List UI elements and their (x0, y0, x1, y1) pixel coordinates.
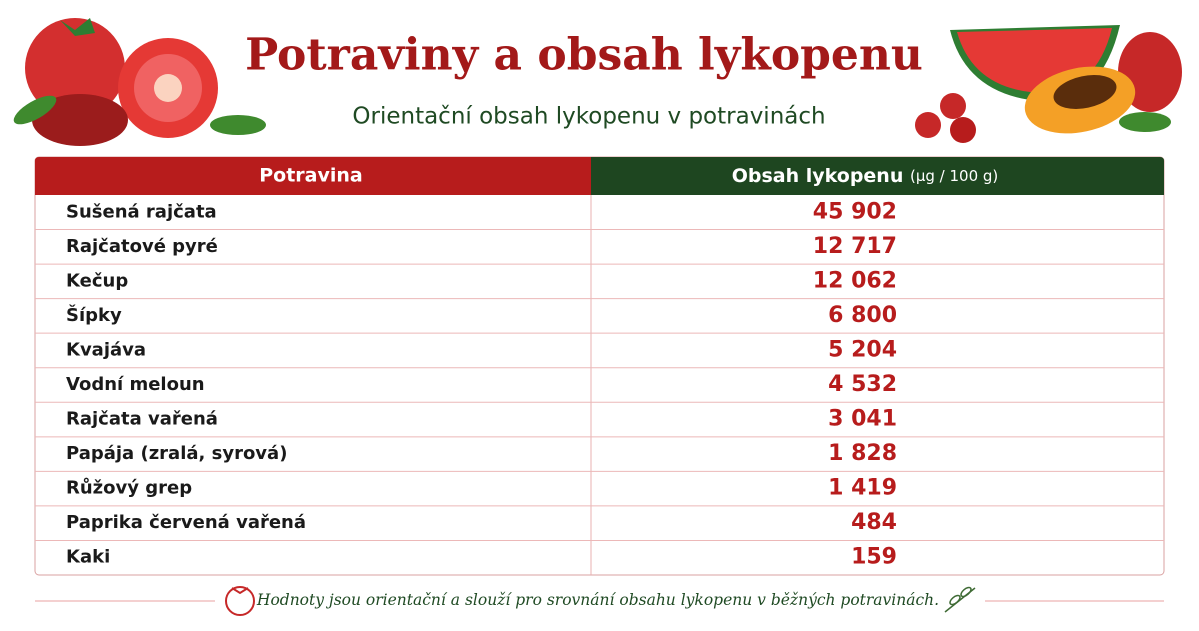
lycopene-value: 12 062 (813, 268, 897, 293)
leaf-icon (944, 586, 976, 613)
column-header-name: Obsah lykopenu (732, 165, 904, 187)
food-name: Papája (zralá, syrová) (66, 443, 287, 464)
food-name: Růžový grep (66, 477, 192, 499)
lycopene-value: 4 532 (828, 372, 897, 397)
food-name: Rajčata vařená (66, 409, 218, 430)
column-header: Obsah lykopenu (µg / 100 g) (732, 165, 999, 187)
lycopene-value: 484 (851, 510, 897, 535)
lycopene-value: 45 902 (813, 199, 897, 224)
food-name: Kvajáva (66, 339, 146, 360)
tomato-decoration (13, 18, 266, 146)
food-name: Paprika červená vařená (66, 512, 306, 533)
lycopene-value: 6 800 (828, 303, 897, 328)
column-header-unit: (µg / 100 g) (910, 167, 998, 185)
lycopene-value: 12 717 (813, 234, 897, 259)
column-header: Potravina (259, 165, 363, 187)
fruit-decoration (915, 25, 1182, 143)
title: Potraviny a obsah lykopenu (245, 30, 923, 81)
food-name: Kečup (66, 270, 128, 291)
table: Potravina Obsah lykopenu (µg / 100 g) Su… (34, 156, 1165, 576)
lycopene-value: 1 419 (828, 476, 897, 501)
lycopene-value: 159 (851, 545, 897, 570)
food-name: Sušená rajčata (66, 201, 217, 222)
lycopene-value: 3 041 (828, 407, 897, 432)
food-name: Vodní meloun (66, 374, 205, 395)
lycopene-value: 5 204 (828, 337, 897, 362)
food-name: Kaki (66, 547, 110, 568)
food-name: Šípky (66, 304, 122, 326)
footer-note: Hodnoty jsou orientační a slouží pro sro… (256, 591, 939, 609)
header-cell (35, 157, 591, 195)
header-cell (591, 157, 1164, 195)
lycopene-value: 1 828 (828, 441, 897, 466)
tomato-icon (225, 586, 255, 616)
subtitle: Orientační obsah lykopenu v potravinách (352, 104, 825, 130)
food-name: Rajčatové pyré (66, 236, 218, 257)
